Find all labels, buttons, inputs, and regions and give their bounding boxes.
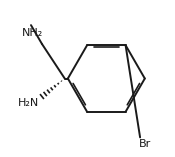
Text: NH₂: NH₂: [22, 28, 44, 38]
Text: Br: Br: [139, 139, 151, 149]
Text: H₂N: H₂N: [18, 98, 39, 108]
